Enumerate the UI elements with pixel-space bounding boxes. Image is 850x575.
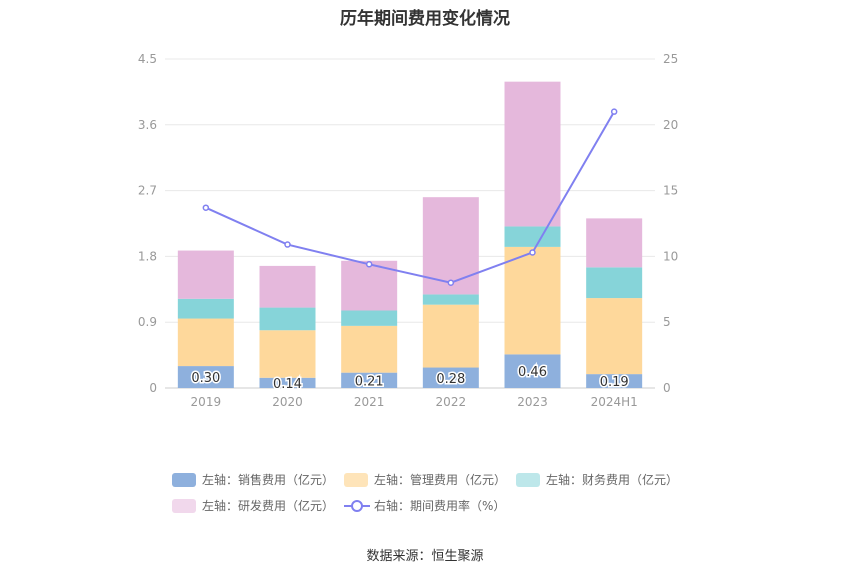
bar-finance	[422, 294, 479, 305]
bar-value-label: 0.46	[518, 365, 547, 380]
bar-finance	[259, 307, 316, 331]
y-right-tick-label: 20	[663, 118, 678, 132]
y-left-tick-label: 1.8	[138, 249, 157, 263]
bar-rd	[177, 250, 234, 299]
axis-layer: 0 0.9 1.8 2.7 3.6 4.5 0 5 10 15 20 25 2019 2020 2021 20…	[138, 52, 678, 409]
y-right-tick-label: 15	[663, 184, 678, 198]
rate-point	[610, 108, 618, 115]
bar-sales	[504, 354, 561, 388]
x-tick-label: 2021	[354, 395, 385, 409]
rate-point	[365, 261, 373, 268]
line-marker-icon	[344, 500, 370, 512]
bar-admin	[259, 330, 316, 378]
bar-rd	[586, 218, 643, 268]
legend-swatch-finance	[516, 473, 540, 487]
bar-sales	[422, 367, 479, 388]
bar-admin	[177, 318, 234, 367]
grid-layer	[165, 58, 655, 389]
legend-label-finance: 左轴：财务费用（亿元）	[546, 473, 679, 487]
y-right-tick-label: 10	[663, 249, 678, 263]
bar-admin	[504, 246, 561, 355]
bar-rd	[504, 81, 561, 227]
y-right-tick-label: 0	[663, 381, 671, 395]
legend-label-admin: 左轴：管理费用（亿元）	[374, 473, 507, 487]
bar-admin	[341, 325, 398, 373]
bar-value-label: 0.19	[600, 375, 629, 390]
y-left-tick-label: 0	[149, 381, 157, 395]
rate-line	[205, 111, 616, 284]
y-right-tick-label: 25	[663, 52, 678, 66]
bar-sales	[586, 374, 643, 388]
bar-value-label: 0.21	[355, 374, 384, 389]
y-left-tick-label: 3.6	[138, 118, 157, 132]
rate-point	[447, 279, 455, 286]
x-tick-label: 2020	[272, 395, 303, 409]
bar-value-label: 0.14	[273, 377, 302, 392]
bar-finance	[341, 310, 398, 326]
x-tick-label: 2022	[436, 395, 467, 409]
bar-value-label: 0.30	[191, 371, 220, 386]
bar-sales	[259, 377, 316, 388]
bar-value-label: 0.28	[436, 372, 465, 387]
y-left-tick-label: 2.7	[138, 184, 157, 198]
source-text: 数据来源：恒生聚源	[366, 549, 484, 564]
x-tick-label: 2023	[517, 395, 548, 409]
rate-point	[202, 204, 210, 211]
bar-finance	[586, 267, 643, 299]
legend-label-rd: 左轴：研发费用（亿元）	[202, 499, 335, 513]
bar-finance	[504, 226, 561, 247]
legend-label-rate: 右轴：期间费用率（%）	[374, 499, 506, 513]
bar-layer: 0.30 0.14 0.21 0.28 0.46 0.19	[177, 81, 643, 393]
y-left-tick-label: 0.9	[138, 315, 157, 329]
bar-rd	[259, 265, 316, 308]
y-right-tick-label: 5	[663, 315, 671, 329]
rate-point	[284, 241, 291, 248]
y-left-tick-label: 4.5	[138, 52, 157, 66]
bar-sales	[177, 366, 234, 388]
legend-swatch-rd	[172, 499, 196, 513]
bar-finance	[177, 298, 234, 319]
legend-swatch-sales	[172, 473, 196, 487]
chart-title: 历年期间费用变化情况	[340, 9, 510, 29]
x-tick-label: 2024H1	[591, 395, 638, 409]
legend-label-sales: 左轴：销售费用（亿元）	[202, 473, 335, 487]
rate-point	[529, 249, 536, 256]
bar-sales	[341, 372, 398, 388]
x-tick-label: 2019	[191, 395, 222, 409]
bar-admin	[422, 304, 479, 368]
chart-plot: 0.30 0.14 0.21 0.28 0.46 0.19 0 0.9 1.8 2.7 3.6 4.…	[138, 52, 678, 409]
line-layer	[202, 108, 618, 286]
legend-swatch-admin	[344, 473, 368, 487]
bar-admin	[586, 298, 643, 375]
